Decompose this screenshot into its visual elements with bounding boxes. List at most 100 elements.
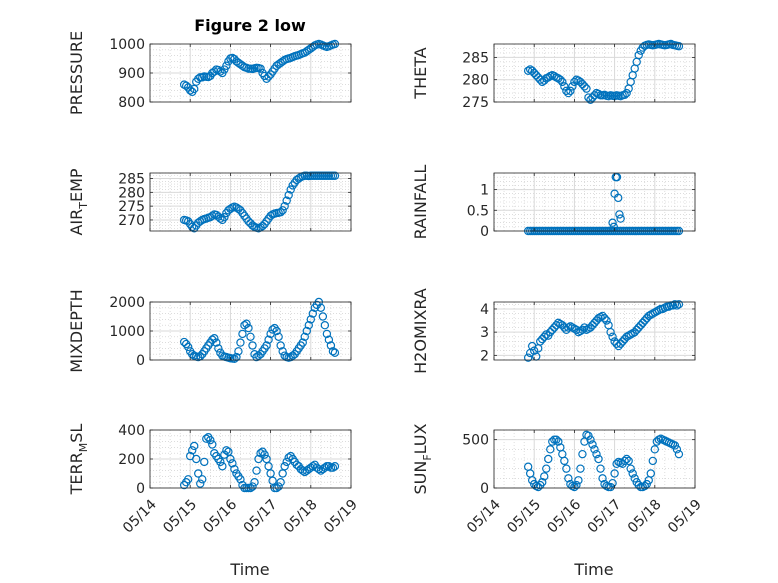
figure-title: Figure 2 low <box>194 16 306 35</box>
data-point <box>216 457 225 467</box>
y-tick-label: 270 <box>118 213 145 229</box>
y-tick-label: 285 <box>118 172 145 188</box>
data-point <box>262 341 271 350</box>
data-point <box>316 303 326 312</box>
data-point <box>596 464 605 473</box>
data-point <box>550 71 559 81</box>
y-tick-label: 275 <box>118 199 145 215</box>
data-point <box>324 462 334 471</box>
data-point <box>320 463 330 472</box>
series-sun_flux <box>523 430 684 492</box>
data-point <box>576 464 585 473</box>
data-point <box>592 449 601 459</box>
data-point <box>674 300 684 309</box>
y-axis-label-mixdepth: MIXDEPTH <box>67 289 86 372</box>
x-tick-label: 05/17 <box>585 497 625 537</box>
data-point <box>242 319 251 328</box>
data-point <box>314 464 324 474</box>
x-tick-label: 05/16 <box>544 497 584 537</box>
data-point <box>274 482 283 491</box>
data-point <box>248 482 257 491</box>
data-point <box>210 334 219 343</box>
data-point <box>228 459 237 468</box>
data-point <box>650 445 660 454</box>
data-point <box>246 332 255 341</box>
data-point <box>546 445 555 454</box>
data-point <box>544 454 553 464</box>
data-point <box>284 190 293 200</box>
data-point <box>236 475 245 484</box>
data-point <box>252 466 261 475</box>
data-point <box>552 321 561 330</box>
data-point <box>234 347 243 356</box>
data-point <box>196 479 205 488</box>
x-tick-label: 05/19 <box>321 497 361 537</box>
data-point <box>600 314 609 323</box>
data-point <box>248 341 257 350</box>
axes-box <box>493 43 696 103</box>
data-point <box>634 480 643 490</box>
data-point <box>574 476 583 485</box>
data-point <box>226 454 235 464</box>
y-axis-label-theta: THETA <box>411 47 430 99</box>
data-point <box>556 75 565 84</box>
series-air_temp <box>179 171 340 233</box>
y-tick-label: 275 <box>462 95 489 111</box>
data-point <box>614 193 623 203</box>
y-tick-label: 3 <box>480 325 489 341</box>
y-tick-label: 1000 <box>109 324 145 340</box>
data-point <box>183 475 193 484</box>
data-point <box>188 222 197 232</box>
panel-rainfall: 0 0.5 1 RAINFALL <box>411 165 696 240</box>
data-point <box>552 435 561 444</box>
data-point <box>212 338 221 347</box>
data-point <box>609 222 619 232</box>
panel-mixdepth: 0 1000 2000 MIXDEPTH <box>67 289 352 373</box>
data-point <box>620 90 629 100</box>
data-point <box>554 437 563 446</box>
data-point <box>318 312 328 321</box>
data-point <box>646 310 655 319</box>
data-point <box>540 332 549 341</box>
data-point <box>590 91 599 100</box>
data-point <box>214 344 223 353</box>
y-tick-label: 400 <box>118 423 145 439</box>
data-point <box>298 338 307 347</box>
series-h2omixra <box>523 300 684 362</box>
series-mixdepth <box>179 297 340 364</box>
major-grid <box>493 302 696 360</box>
data-point <box>220 212 229 222</box>
data-point <box>634 50 643 60</box>
data-point <box>286 185 295 194</box>
data-point <box>284 453 293 462</box>
data-point <box>582 84 591 93</box>
data-point <box>670 300 680 309</box>
data-point <box>622 454 631 464</box>
x-tick-label: 05/15 <box>160 497 200 537</box>
data-point <box>190 441 199 451</box>
data-point <box>278 206 287 215</box>
y-tick-label: 800 <box>118 95 145 111</box>
data-point <box>580 82 589 91</box>
y-tick-label: 280 <box>118 185 145 201</box>
data-point <box>562 464 571 473</box>
data-point <box>208 440 217 449</box>
data-point <box>272 326 281 336</box>
x-tick-label: 05/14 <box>120 497 160 537</box>
data-point <box>282 196 291 205</box>
data-point <box>250 478 259 487</box>
data-point <box>230 464 239 474</box>
series-theta <box>523 39 684 104</box>
data-point <box>580 323 589 332</box>
data-point <box>280 351 289 360</box>
y-axis-label-sun_flux: SUNFLUX <box>411 423 434 494</box>
series-pressure <box>179 39 340 97</box>
data-point <box>564 88 573 98</box>
data-point <box>534 482 543 492</box>
data-point <box>568 82 577 91</box>
panel-theta: 275 280 285 THETA <box>411 39 696 111</box>
data-point <box>260 450 269 459</box>
data-point <box>566 322 575 331</box>
y-tick-label: 1000 <box>109 37 145 53</box>
